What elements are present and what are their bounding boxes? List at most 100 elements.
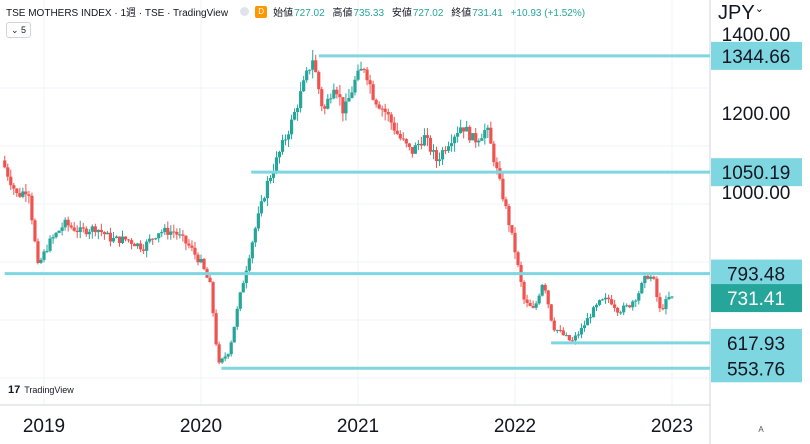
candle-body (199, 258, 203, 263)
ohlc-values: 始値727.02 高値735.33 安値727.02 終値731.41 +10.… (273, 4, 585, 19)
data-badge[interactable]: D (255, 5, 268, 18)
candle-body (561, 330, 565, 336)
candle-body (446, 146, 451, 151)
candle-body (60, 227, 64, 231)
chart-header: TSE MOTHERS INDEX · 1週 · TSE · TradingVi… (6, 4, 585, 19)
candle-body (507, 206, 511, 226)
candle-body (510, 225, 514, 233)
level-price-label: 553.76 (727, 359, 785, 380)
candle-body (456, 132, 460, 137)
candle-body (513, 232, 517, 253)
candle-body (341, 97, 345, 114)
candle-body (404, 139, 408, 144)
candle-body (573, 335, 577, 341)
candle-body (483, 130, 487, 139)
candle-body (537, 295, 541, 304)
candle-body (314, 60, 318, 73)
level-price-label: 617.93 (727, 334, 785, 355)
candle-body (302, 80, 306, 92)
candle-body (87, 231, 91, 235)
auto-scale-button[interactable]: A (758, 425, 764, 434)
candle-body (652, 276, 656, 279)
candle-body (640, 283, 644, 294)
candle-body (154, 238, 158, 240)
y-tick-label: 1200.00 (722, 104, 791, 125)
candle-body (570, 340, 574, 342)
candle-body (117, 236, 122, 244)
candle-body (274, 157, 279, 172)
level-price-tag (711, 158, 802, 187)
candle-body (229, 342, 233, 355)
candle-body (555, 329, 559, 331)
symbol-title[interactable]: TSE MOTHERS INDEX · 1週 · TSE · TradingVi… (6, 8, 229, 19)
candle-body (102, 232, 106, 235)
y-tick-label: 1000.00 (722, 183, 791, 204)
candle-body (299, 91, 303, 109)
candle-body (634, 300, 638, 302)
candle-body (643, 275, 647, 284)
candle-body (371, 84, 375, 100)
candle-body (603, 297, 608, 300)
candle-body (190, 245, 194, 248)
candle-body (486, 127, 490, 131)
candle-body (637, 293, 641, 301)
candle-body (437, 159, 442, 162)
candle-body (655, 278, 659, 298)
candle-body (296, 108, 300, 112)
x-tick-label: 2020 (180, 416, 222, 437)
tradingview-logo[interactable]: 17 TradingView (8, 384, 74, 396)
candle-body (528, 302, 532, 306)
candle-body (462, 127, 466, 132)
candle-body (474, 133, 478, 143)
candle-body (591, 307, 596, 318)
y-tick-label: 1400.00 (722, 25, 791, 46)
candle-body (401, 138, 405, 140)
candle-body (606, 297, 611, 300)
candle-body (211, 282, 215, 314)
candle-body (166, 227, 170, 235)
candle-body (516, 252, 520, 265)
candle-body (57, 230, 61, 233)
market-status-icon (240, 7, 250, 16)
candle-body (235, 308, 239, 327)
x-tick-label: 2021 (337, 416, 379, 437)
candle-body (308, 69, 312, 71)
candle-body (75, 230, 79, 233)
candle-body (582, 325, 587, 329)
high-label: 高値 (332, 8, 353, 19)
candle-body (335, 89, 339, 95)
candle-body (600, 299, 605, 301)
candle-body (271, 171, 276, 178)
candle-body (480, 138, 484, 141)
candle-body (531, 305, 535, 308)
candle-body (54, 232, 58, 238)
candle-body (407, 143, 411, 147)
candle-body (241, 283, 245, 293)
close-label: 終値 (451, 8, 472, 19)
last-price-label: 731.41 (727, 289, 785, 310)
currency-selector[interactable]: JPY⌄ (718, 2, 764, 25)
level-price-label: 793.48 (727, 265, 785, 286)
candle-body (392, 122, 396, 131)
candle-body (576, 334, 581, 336)
candle-body (139, 243, 143, 250)
candle-body (670, 296, 674, 298)
candle-body (6, 167, 10, 177)
candle-body (350, 92, 354, 98)
candle-body (356, 70, 360, 80)
candle-body (163, 227, 167, 233)
candle-body (244, 270, 248, 284)
candle-body (151, 238, 155, 240)
candle-body (549, 304, 553, 321)
candle-body (172, 231, 176, 233)
candle-body (380, 108, 384, 110)
candle-body (256, 213, 260, 229)
indicator-collapse-button[interactable]: ⌄ 5 (6, 22, 32, 38)
candle-body (247, 258, 251, 271)
candle-body (178, 234, 182, 236)
candle-body (416, 143, 420, 146)
candle-body (440, 150, 445, 160)
candle-body (468, 126, 472, 141)
